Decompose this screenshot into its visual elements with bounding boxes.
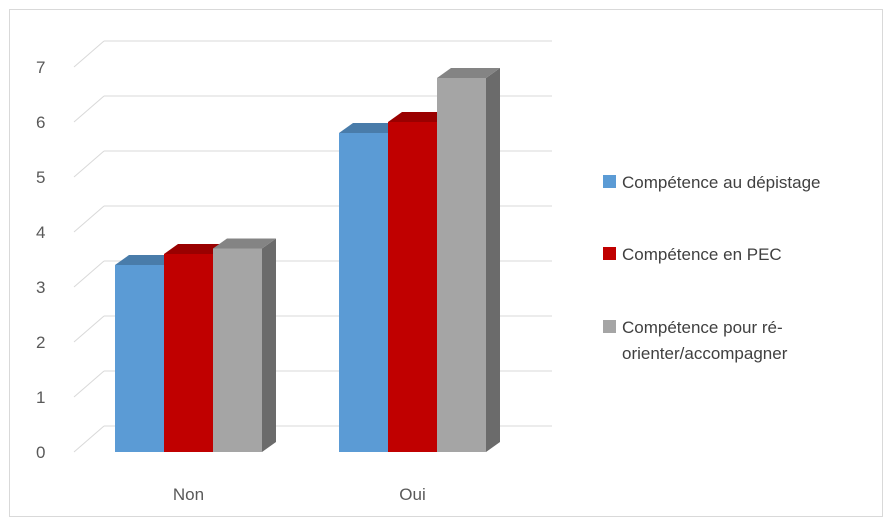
x-tick-label: Non — [173, 485, 204, 504]
bar-top — [115, 255, 178, 265]
legend-label: Compétence au dépistage — [622, 173, 820, 192]
y-tick-label: 7 — [36, 58, 45, 77]
gridline-diagonal — [73, 40, 105, 68]
bar-front — [339, 133, 388, 452]
y-tick-label: 2 — [36, 333, 45, 352]
gridline-diagonal — [73, 95, 105, 123]
bar-front — [164, 254, 213, 452]
y-tick-label: 6 — [36, 113, 45, 132]
bar-front — [213, 248, 262, 452]
y-tick-label: 5 — [36, 168, 45, 187]
y-tick-label: 0 — [36, 443, 45, 462]
legend: Compétence au dépistage Compétence en PEC… — [603, 173, 820, 363]
legend-label-line: Compétence pour ré- — [622, 318, 783, 337]
x-tick-label: Oui — [399, 485, 425, 504]
legend-label-line: Compétence au dépistage — [622, 173, 820, 192]
bar-top — [437, 68, 500, 78]
chart-frame — [9, 9, 883, 517]
y-tick-label: 1 — [36, 388, 45, 407]
bar-front — [388, 122, 437, 452]
legend-swatch — [603, 247, 616, 260]
bars — [115, 68, 500, 452]
bar-top — [339, 123, 402, 133]
legend-swatch — [603, 175, 616, 188]
gridline-diagonal — [73, 260, 105, 288]
legend-label: Compétence en PEC — [622, 245, 782, 264]
gridline-diagonal — [73, 315, 105, 343]
y-axis: 0 1 2 3 4 5 6 7 — [36, 58, 45, 462]
legend-label-line: orienter/accompagner — [622, 344, 788, 363]
bar-top — [164, 244, 227, 254]
y-tick-label: 3 — [36, 278, 45, 297]
bar — [213, 238, 276, 452]
gridline-diagonal — [73, 205, 105, 233]
legend-label-line: Compétence en PEC — [622, 245, 782, 264]
y-tick-label: 4 — [36, 223, 45, 242]
bar-top — [213, 238, 276, 249]
legend-swatch — [603, 320, 616, 333]
bar-front — [115, 265, 164, 452]
gridline-diagonal — [73, 370, 105, 398]
bar-top — [388, 112, 451, 122]
bar-front — [437, 78, 486, 452]
legend-label: Compétence pour ré-orienter/accompagner — [622, 318, 788, 363]
legend-item: Compétence en PEC — [603, 245, 782, 264]
gridline-diagonal — [73, 150, 105, 178]
legend-item: Compétence pour ré-orienter/accompagner — [603, 318, 788, 363]
bar-side — [262, 238, 276, 452]
gridline-diagonal — [73, 425, 105, 453]
legend-item: Compétence au dépistage — [603, 173, 820, 192]
bar — [437, 68, 500, 452]
x-axis: Non Oui — [173, 485, 426, 504]
bar-side — [486, 68, 500, 452]
